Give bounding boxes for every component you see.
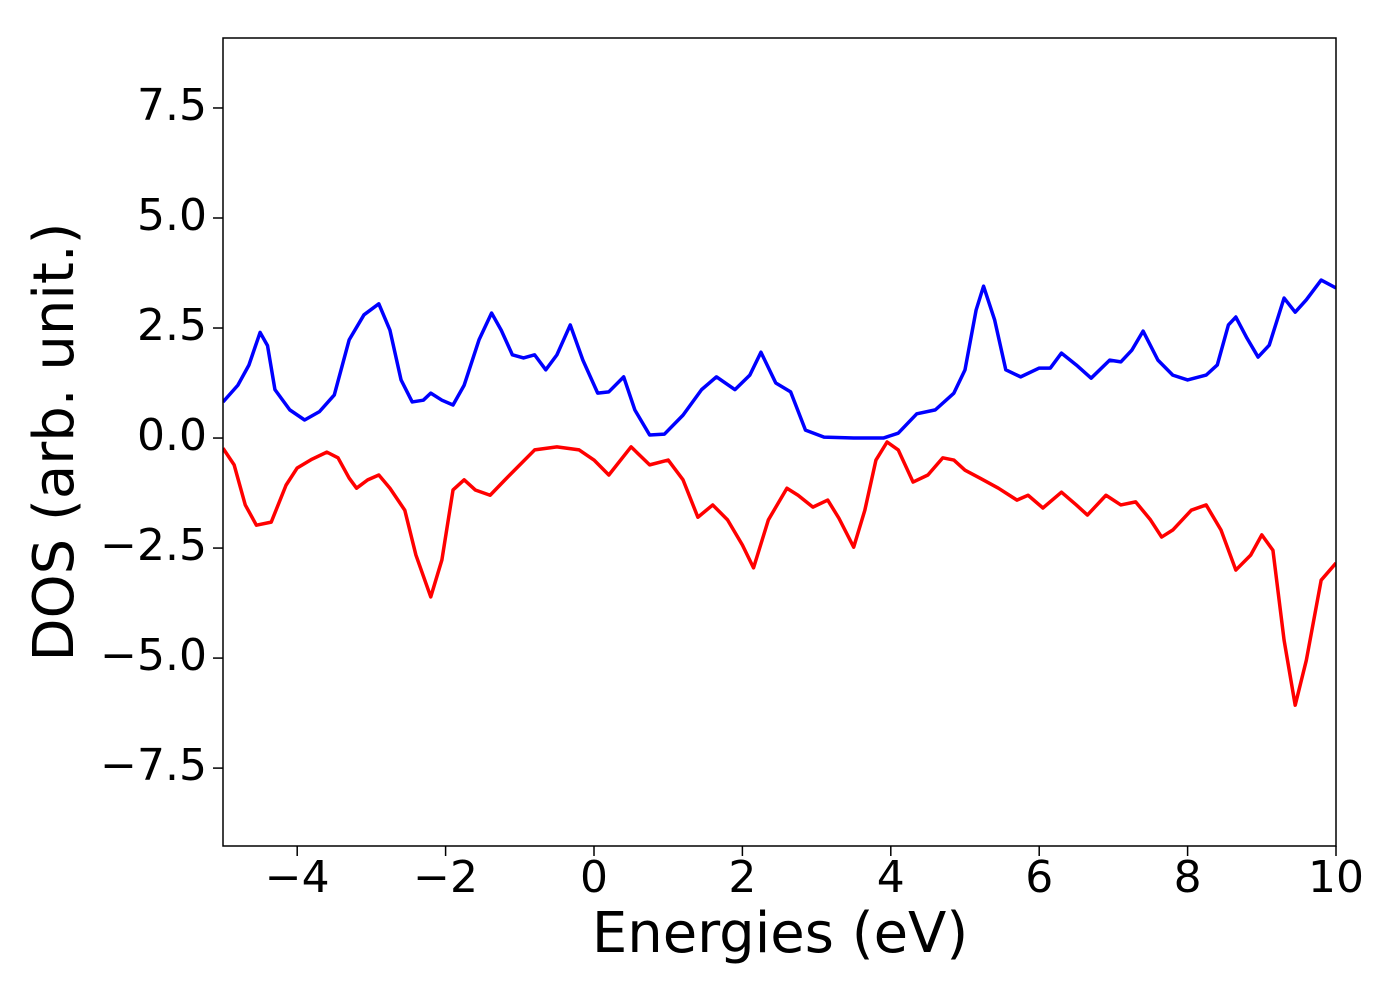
plot-frame: [222, 37, 1337, 847]
x-tick-label: 2: [728, 852, 756, 903]
x-tick-label: −4: [265, 852, 330, 903]
y-tick-label: 5.0: [137, 190, 207, 241]
x-tick-label: 6: [1025, 852, 1053, 903]
y-tick-label: −7.5: [100, 740, 207, 791]
x-tick-label: 10: [1308, 852, 1364, 903]
y-tick-label: −5.0: [100, 630, 207, 681]
y-axis-label: DOS (arb. unit.): [22, 222, 87, 661]
x-tick-label: 0: [580, 852, 608, 903]
y-tick-label: 0.0: [137, 410, 207, 461]
y-tick-label: 7.5: [137, 80, 207, 131]
plot-area: [223, 278, 1336, 707]
dos-line: [223, 278, 1336, 440]
x-tick-label: −2: [413, 852, 478, 903]
y-tick-label: −2.5: [100, 520, 207, 571]
x-tick-label: 8: [1174, 852, 1202, 903]
dos-line: [223, 440, 1336, 707]
x-tick-label: 4: [877, 852, 905, 903]
x-axis-label: Energies (eV): [592, 901, 968, 966]
y-tick-label: 2.5: [137, 300, 207, 351]
